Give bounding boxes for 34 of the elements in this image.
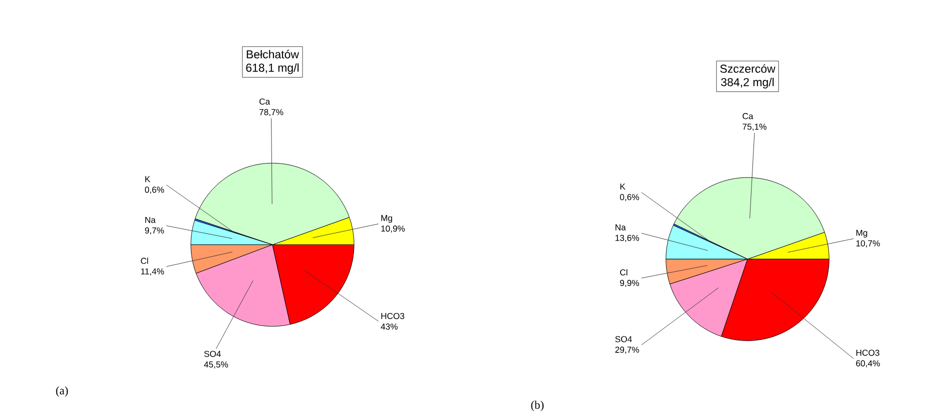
slice-label: SO4 — [615, 336, 632, 342]
chart-title: Bełchatów — [246, 50, 300, 59]
data-label: 0,6% — [144, 186, 164, 194]
slice-label: Na — [145, 217, 156, 224]
data-label: 9,7% — [145, 228, 164, 235]
slice-label: Na — [616, 224, 626, 231]
data-label: 60,4% — [856, 360, 880, 368]
chart-subtitle: 618,1 mg/l — [246, 64, 299, 74]
slice-label: Ca — [742, 113, 754, 120]
text: (a) — [56, 386, 68, 397]
slice-label: Cl — [140, 258, 148, 264]
data-label: 11,4% — [141, 268, 164, 276]
slice-label: Mg — [856, 230, 868, 238]
slice-label: Cl — [620, 269, 628, 276]
slice-label: HCO3 — [856, 350, 880, 356]
chart-title: Szczerców — [720, 64, 776, 73]
data-label: 0,6% — [620, 194, 640, 202]
data-label: 45,5% — [204, 362, 228, 369]
slice-label: K — [620, 184, 626, 190]
data-label: 43% — [380, 324, 398, 330]
data-label: 75,1% — [742, 124, 766, 131]
slice-label: K — [145, 176, 150, 182]
data-label: 10,7% — [856, 240, 880, 248]
chart-subtitle: 384,2 mg/l — [721, 78, 774, 89]
data-label: 78,7% — [259, 109, 284, 116]
data-label: 9,9% — [620, 280, 640, 288]
slice-label: Mg — [381, 215, 392, 223]
slice-label: HCO3 — [381, 313, 404, 320]
data-label: 13,6% — [616, 234, 640, 242]
data-label: 29,7% — [615, 346, 640, 354]
slice-label: Ca — [259, 98, 270, 105]
data-label: 10,9% — [381, 226, 405, 233]
text: (b) — [531, 400, 544, 412]
slice-label: SO4 — [204, 350, 221, 358]
